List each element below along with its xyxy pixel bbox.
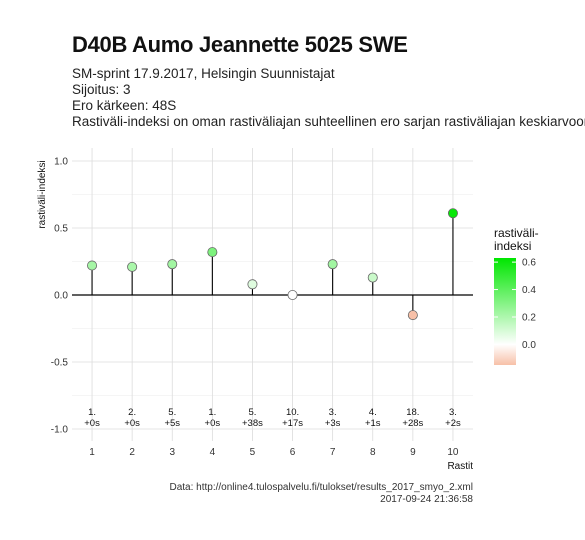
diff-annotation: +2s — [445, 418, 461, 429]
legend-tick-label: 0.0 — [522, 340, 536, 351]
legend-colorbar — [494, 258, 516, 365]
lollipop-point — [167, 259, 178, 270]
rank-annotation: 5. — [248, 407, 256, 418]
diff-annotation: +38s — [242, 418, 263, 429]
diff-annotation: +0s — [84, 418, 100, 429]
timestamp-caption: 2017-09-24 21:36:58 — [380, 494, 473, 505]
subtitle-event: SM-sprint 17.9.2017, Helsingin Suunnista… — [72, 66, 335, 81]
subtitle-placement: Sijoitus: 3 — [72, 82, 131, 97]
y-tick-label: -1.0 — [51, 425, 69, 436]
lollipop-point — [87, 260, 98, 271]
y-axis-title: rastiväli-indeksi — [37, 160, 48, 228]
x-tick-label: 2 — [129, 447, 135, 458]
x-tick-label: 5 — [250, 447, 256, 458]
lollipop-point — [247, 279, 258, 290]
lollipop-point — [327, 259, 338, 270]
diff-annotation: +1s — [365, 418, 381, 429]
lollipop-point — [127, 261, 138, 272]
x-tick-label: 3 — [169, 447, 175, 458]
diff-annotation: +5s — [164, 418, 180, 429]
source-caption: Data: http://online4.tulospalvelu.fi/tul… — [169, 482, 473, 493]
subtitle-gap: Ero kärkeen: 48S — [72, 98, 177, 113]
rank-annotation: 10. — [286, 407, 299, 418]
diff-annotation: +0s — [124, 418, 140, 429]
subtitle-description: Rastiväli-indeksi on oman rastiväliajan … — [72, 114, 585, 129]
x-tick-label: 7 — [330, 447, 336, 458]
x-tick-label: 9 — [410, 447, 416, 458]
y-tick-label: -0.5 — [51, 358, 69, 369]
y-tick-label: 1.0 — [54, 157, 68, 168]
legend-tick-label: 0.6 — [522, 258, 536, 269]
y-tick-label: 0.5 — [54, 224, 68, 235]
x-tick-label: 1 — [89, 447, 95, 458]
lollipop-point — [287, 289, 298, 300]
rank-annotation: 4. — [369, 407, 377, 418]
legend-tick-label: 0.2 — [522, 312, 536, 323]
x-axis-title: Rastit — [447, 461, 473, 472]
rank-annotation: 3. — [329, 407, 337, 418]
x-tick-label: 8 — [370, 447, 376, 458]
rank-annotation: 3. — [449, 407, 457, 418]
rank-annotation: 1. — [88, 407, 96, 418]
y-tick-label: 0.0 — [54, 291, 68, 302]
rank-annotation: 1. — [208, 407, 216, 418]
diff-annotation: +28s — [402, 418, 423, 429]
chart-title: D40B Aumo Jeannette 5025 SWE — [72, 32, 408, 57]
x-tick-label: 6 — [290, 447, 296, 458]
rank-annotation: 5. — [168, 407, 176, 418]
rank-annotation: 2. — [128, 407, 136, 418]
diff-annotation: +3s — [325, 418, 341, 429]
lollipop-point — [207, 247, 218, 258]
lollipop-point — [447, 208, 458, 219]
rank-annotation: 18. — [406, 407, 419, 418]
diff-annotation: +0s — [205, 418, 221, 429]
diff-annotation: +17s — [282, 418, 303, 429]
x-tick-label: 4 — [210, 447, 216, 458]
lollipop-point — [407, 310, 418, 321]
legend-title: indeksi — [494, 239, 531, 253]
lollipop-point — [367, 272, 378, 283]
legend-tick-label: 0.4 — [522, 285, 536, 296]
x-tick-label: 10 — [447, 447, 459, 458]
legend-title: rastiväli- — [494, 226, 539, 240]
